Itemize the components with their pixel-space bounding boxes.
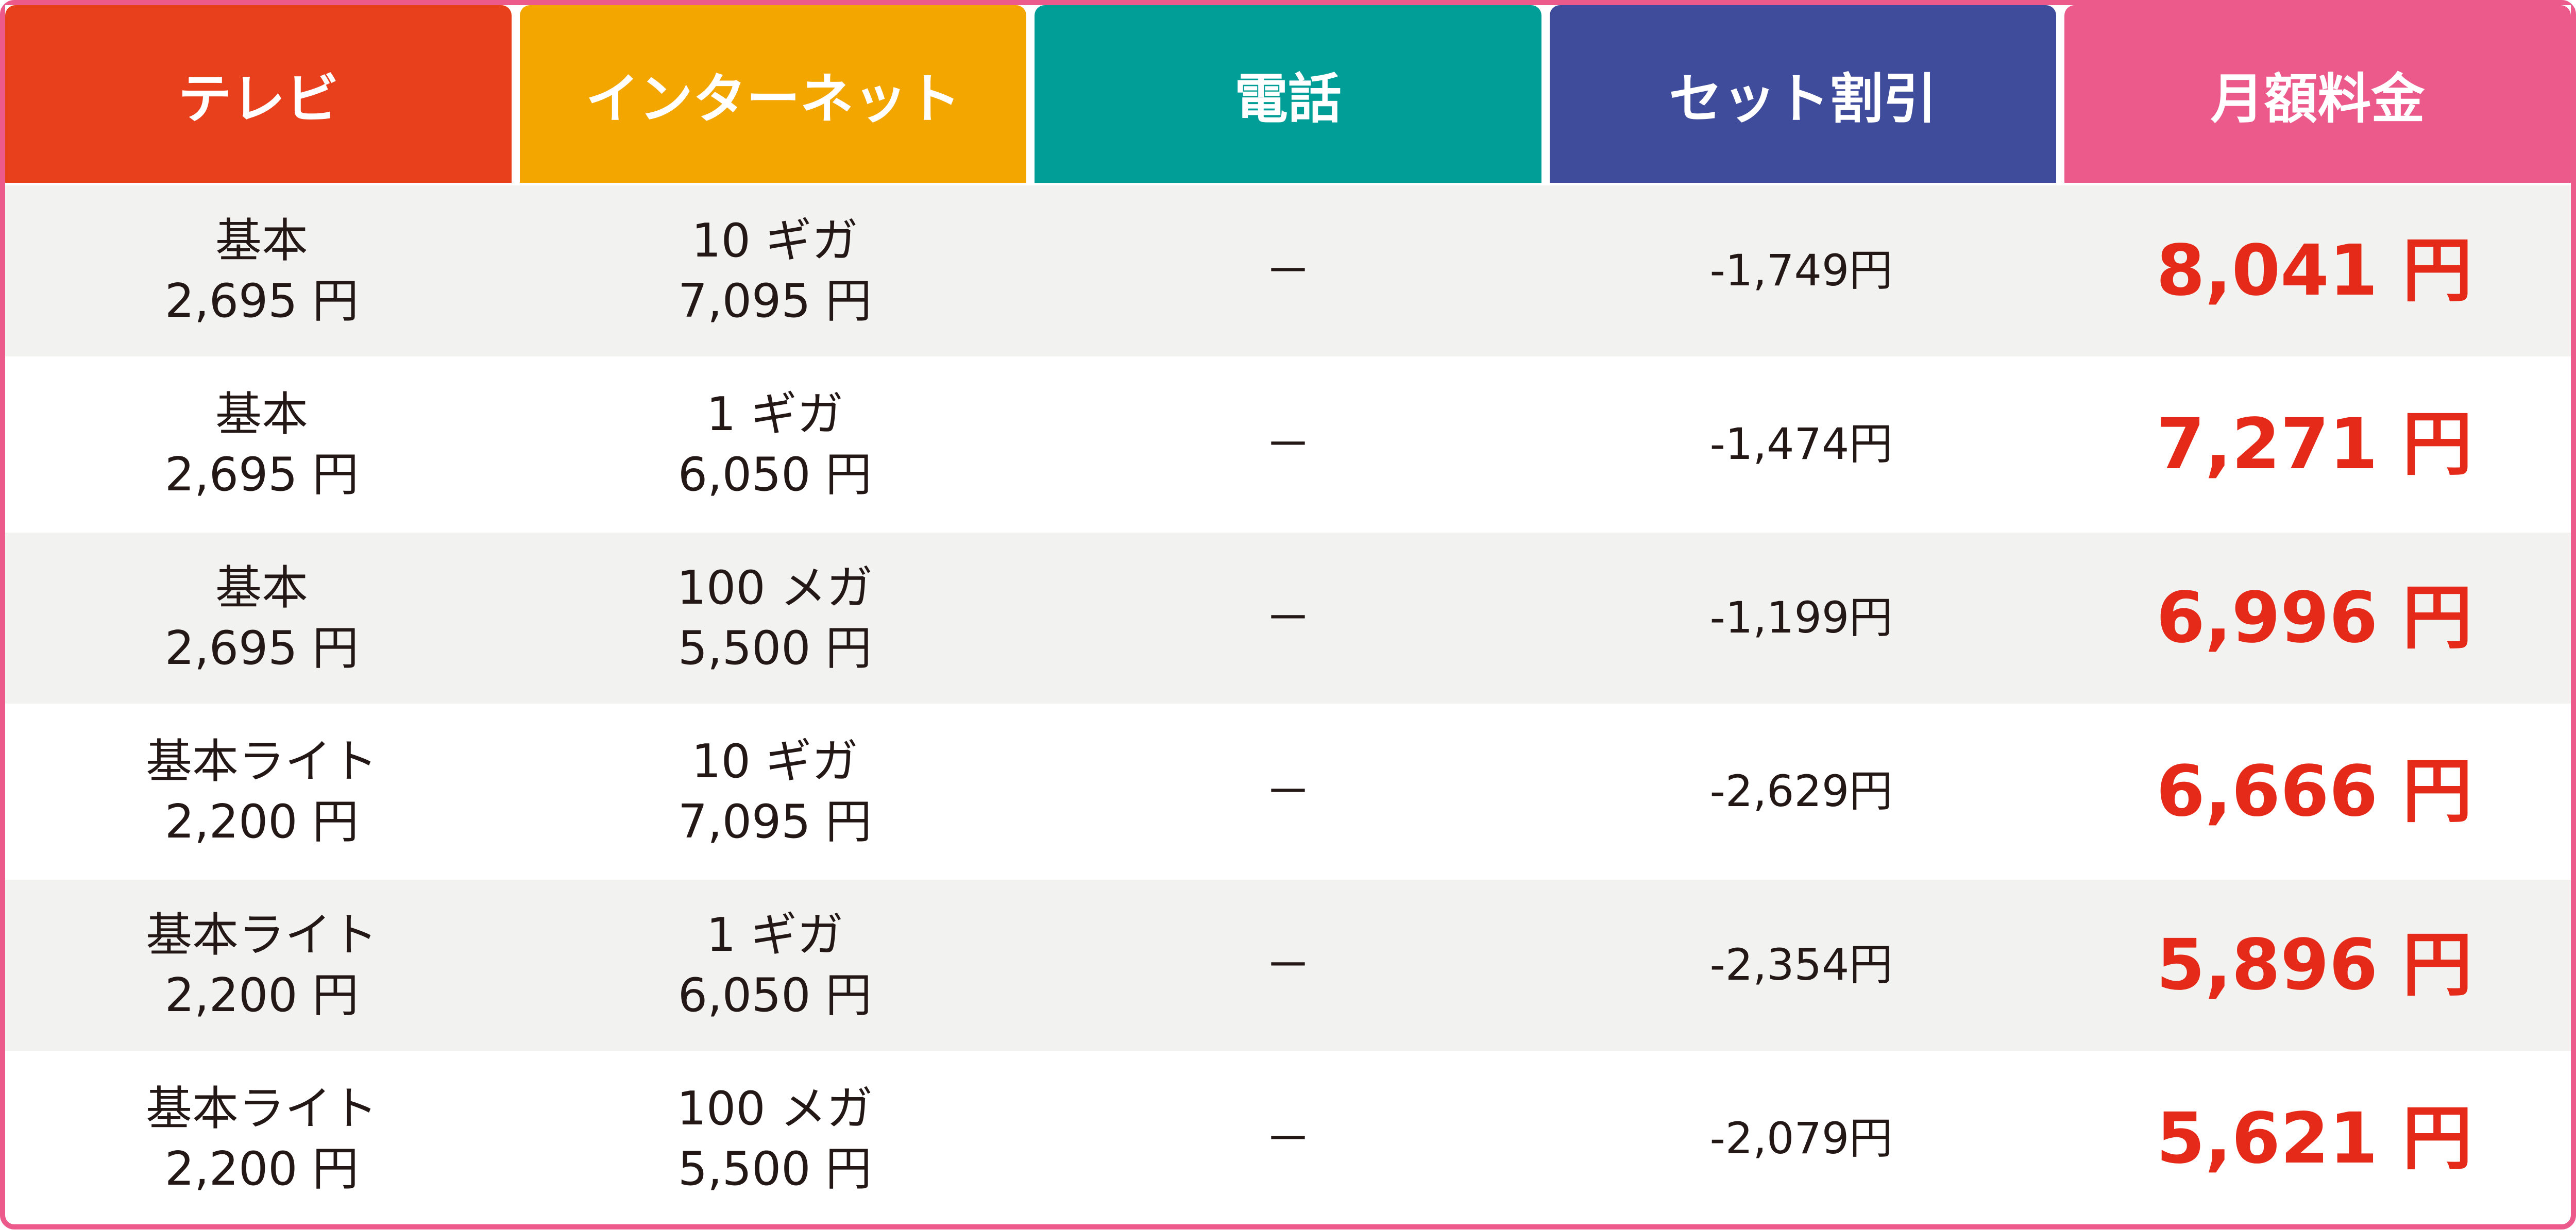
total-cell: 6,666 円: [2058, 706, 2571, 877]
tv-price: 2,200 円: [164, 968, 359, 1022]
tv-cell: 基本 2,695 円: [5, 359, 518, 530]
header-monthly-fee: 月額料金: [2064, 5, 2571, 183]
monthly-total: 7,271 円: [2156, 403, 2472, 485]
monthly-total: 5,896 円: [2156, 924, 2472, 1006]
discount-cell: -1,749円: [1545, 185, 2058, 356]
tv-cell: 基本ライト 2,200 円: [5, 1053, 518, 1224]
tv-cell: 基本 2,695 円: [5, 533, 518, 704]
discount-value: -1,199円: [1709, 592, 1893, 643]
phone-value: －: [1265, 938, 1311, 993]
header-internet: インターネット: [520, 5, 1027, 183]
monthly-total: 6,666 円: [2156, 750, 2472, 832]
phone-cell: －: [1031, 706, 1545, 877]
tv-cell: 基本ライト 2,200 円: [5, 706, 518, 877]
internet-plan: 100 メガ: [676, 561, 873, 615]
discount-cell: -1,474円: [1545, 359, 2058, 530]
discount-cell: -2,629円: [1545, 706, 2058, 877]
tv-plan: 基本ライト: [146, 1082, 378, 1136]
monthly-total: 8,041 円: [2156, 230, 2472, 312]
phone-cell: －: [1031, 1053, 1545, 1224]
phone-cell: －: [1031, 185, 1545, 356]
discount-value: -2,079円: [1709, 1113, 1893, 1164]
internet-plan: 10 ギガ: [691, 214, 858, 268]
phone-value: －: [1265, 591, 1311, 645]
internet-cell: 100 メガ 5,500 円: [518, 533, 1031, 704]
table-row: 基本 2,695 円 100 メガ 5,500 円 － -1,199円 6,996 円: [5, 530, 2571, 704]
phone-value: －: [1265, 764, 1311, 819]
tv-plan: 基本: [215, 214, 308, 268]
internet-cell: 1 ギガ 6,050 円: [518, 880, 1031, 1051]
header-set-discount: セット割引: [1549, 5, 2056, 183]
discount-value: -2,629円: [1709, 766, 1893, 817]
internet-plan: 1 ギガ: [706, 908, 843, 962]
total-cell: 6,996 円: [2058, 533, 2571, 704]
table-row: 基本ライト 2,200 円 10 ギガ 7,095 円 － -2,629円 6,666 円: [5, 704, 2571, 877]
phone-cell: －: [1031, 359, 1545, 530]
internet-plan: 100 メガ: [676, 1082, 873, 1136]
internet-cell: 100 メガ 5,500 円: [518, 1053, 1031, 1224]
discount-value: -2,354円: [1709, 939, 1893, 990]
internet-cell: 1 ギガ 6,050 円: [518, 359, 1031, 530]
monthly-total: 6,996 円: [2156, 577, 2472, 659]
discount-cell: -1,199円: [1545, 533, 2058, 704]
table-header: テレビ インターネット 電話 セット割引 月額料金: [5, 5, 2571, 183]
tv-plan: 基本: [215, 561, 308, 615]
discount-cell: -2,354円: [1545, 880, 2058, 1051]
phone-cell: －: [1031, 533, 1545, 704]
discount-cell: -2,079円: [1545, 1053, 2058, 1224]
tv-price: 2,695 円: [164, 274, 359, 328]
internet-cell: 10 ギガ 7,095 円: [518, 706, 1031, 877]
internet-plan: 1 ギガ: [706, 387, 843, 441]
internet-price: 7,095 円: [677, 795, 872, 849]
phone-cell: －: [1031, 880, 1545, 1051]
header-tv: テレビ: [5, 5, 512, 183]
internet-price: 6,050 円: [677, 968, 872, 1022]
internet-price: 6,050 円: [677, 448, 872, 502]
total-cell: 8,041 円: [2058, 185, 2571, 356]
internet-price: 5,500 円: [677, 621, 872, 675]
tv-plan: 基本: [215, 387, 308, 441]
table-body: 基本 2,695 円 10 ギガ 7,095 円－ -1,749円 8,041 円基本 2,…: [5, 183, 2571, 1224]
monthly-total: 5,621 円: [2156, 1098, 2472, 1180]
total-cell: 5,896 円: [2058, 880, 2571, 1051]
discount-value: -1,474円: [1709, 419, 1893, 470]
phone-value: －: [1265, 1112, 1311, 1166]
header-phone: 電話: [1035, 5, 1541, 183]
internet-plan: 10 ギガ: [691, 734, 858, 789]
tv-plan: 基本ライト: [146, 908, 378, 962]
tv-cell: 基本ライト 2,200 円: [5, 880, 518, 1051]
tv-price: 2,200 円: [164, 1142, 359, 1196]
tv-price: 2,200 円: [164, 795, 359, 849]
total-cell: 5,621 円: [2058, 1053, 2571, 1224]
phone-value: －: [1265, 244, 1311, 298]
total-cell: 7,271 円: [2058, 359, 2571, 530]
internet-price: 5,500 円: [677, 1142, 872, 1196]
internet-cell: 10 ギガ 7,095 円: [518, 185, 1031, 356]
phone-value: －: [1265, 417, 1311, 472]
tv-price: 2,695 円: [164, 621, 359, 675]
table-row: 基本 2,695 円 1 ギガ 6,050 円 － -1,474円 7,271 円: [5, 356, 2571, 530]
table-row: 基本ライト 2,200 円 100 メガ 5,500 円 － -2,079円 5,621 円: [5, 1051, 2571, 1224]
internet-price: 7,095 円: [677, 274, 872, 328]
table-row: 基本ライト 2,200 円 1 ギガ 6,050 円 － -2,354円 5,896 円: [5, 877, 2571, 1051]
tv-price: 2,695 円: [164, 448, 359, 502]
tv-cell: 基本 2,695 円: [5, 185, 518, 356]
tv-plan: 基本ライト: [146, 734, 378, 789]
discount-value: -1,749円: [1709, 245, 1893, 296]
table-row: 基本 2,695 円 10 ギガ 7,095 円 － -1,749円 8,041 円: [5, 183, 2571, 356]
